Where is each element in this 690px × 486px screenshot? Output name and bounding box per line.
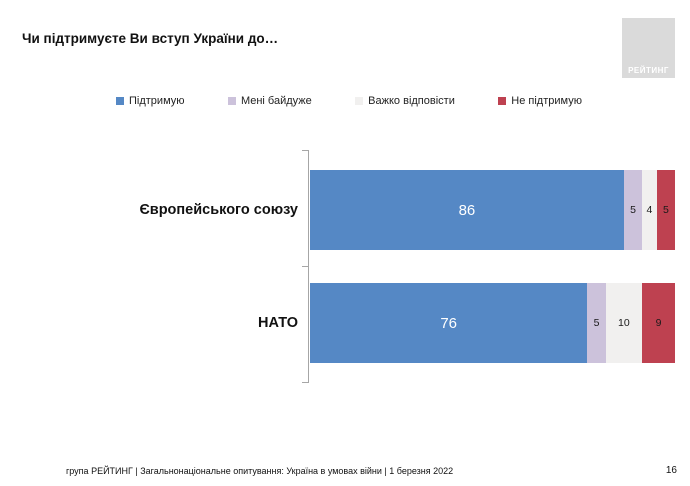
legend-swatch: [227, 97, 236, 105]
chart-legend: Підтримую Мені байдуже Важко відповісти Не …: [116, 95, 582, 107]
bar-row: Європейського союзу 86 5 4 5: [0, 170, 690, 250]
bar-track: 86 5 4 5: [310, 170, 675, 250]
value-label: 86: [458, 201, 476, 219]
legend-swatch: [116, 97, 124, 105]
axis-tick: [302, 150, 308, 151]
page-number: 16: [665, 465, 677, 476]
legend-item: Важко відповісти: [355, 95, 455, 107]
stacked-bar-chart: Європейського союзу 86 5 4 5 НАТО 76 5 10 9: [0, 150, 690, 383]
bar-segment: 4: [642, 170, 657, 250]
value-label: 76: [440, 314, 458, 332]
legend-item: Мені байдуже: [227, 95, 312, 107]
legend-label: Підтримую: [129, 95, 185, 107]
category-label: НАТО: [258, 315, 298, 331]
legend-swatch: [355, 97, 364, 105]
page-title: Чи підтримуєте Ви вступ України до…: [22, 31, 279, 46]
legend-label: Не підтримую: [511, 95, 582, 107]
legend-swatch: [498, 97, 507, 105]
value-label: 5: [630, 204, 636, 216]
rating-logo-text: РЕЙТИНГ: [628, 66, 669, 75]
bar-segment: 10: [605, 283, 643, 363]
bar-segment: 5: [656, 170, 675, 250]
legend-item: Підтримую: [116, 95, 185, 107]
footer-text: група РЕЙТИНГ | Загальнонаціональне опит…: [66, 466, 454, 476]
bar-row: НАТО 76 5 10 9: [0, 283, 690, 363]
legend-label: Мені байдуже: [240, 95, 312, 107]
value-label: 4: [646, 204, 653, 216]
value-label: 5: [662, 204, 669, 216]
value-label: 5: [593, 317, 600, 329]
bar-track: 76 5 10 9: [310, 283, 675, 363]
value-label: 9: [655, 317, 662, 329]
category-axis-line: [308, 150, 309, 383]
bar-segment: 5: [587, 283, 606, 363]
axis-tick: [302, 382, 308, 383]
bar-segment: 5: [623, 170, 643, 250]
rating-group-logo: РЕЙТИНГ: [622, 18, 675, 78]
legend-item: Не підтримую: [498, 95, 582, 107]
bar-segment: 9: [642, 283, 675, 363]
bar-segment: 76: [310, 283, 588, 363]
category-label: Європейського союзу: [139, 202, 298, 218]
legend-label: Важко відповісти: [368, 95, 455, 107]
axis-tick: [302, 266, 308, 267]
value-label: 10: [618, 317, 630, 329]
bar-segment: 86: [310, 170, 624, 250]
